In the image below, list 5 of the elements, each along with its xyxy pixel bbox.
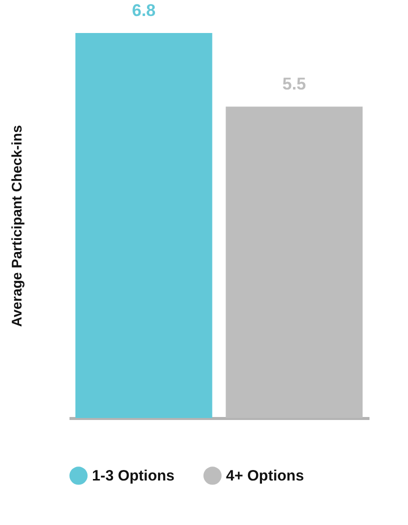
data-label: 5.5 [282, 74, 306, 94]
legend-label: 1-3 Options [92, 468, 175, 485]
y-axis-title: Average Participant Check-ins [8, 124, 24, 327]
data-label: 6.8 [132, 1, 156, 20]
legend-label: 4+ Options [226, 468, 304, 485]
